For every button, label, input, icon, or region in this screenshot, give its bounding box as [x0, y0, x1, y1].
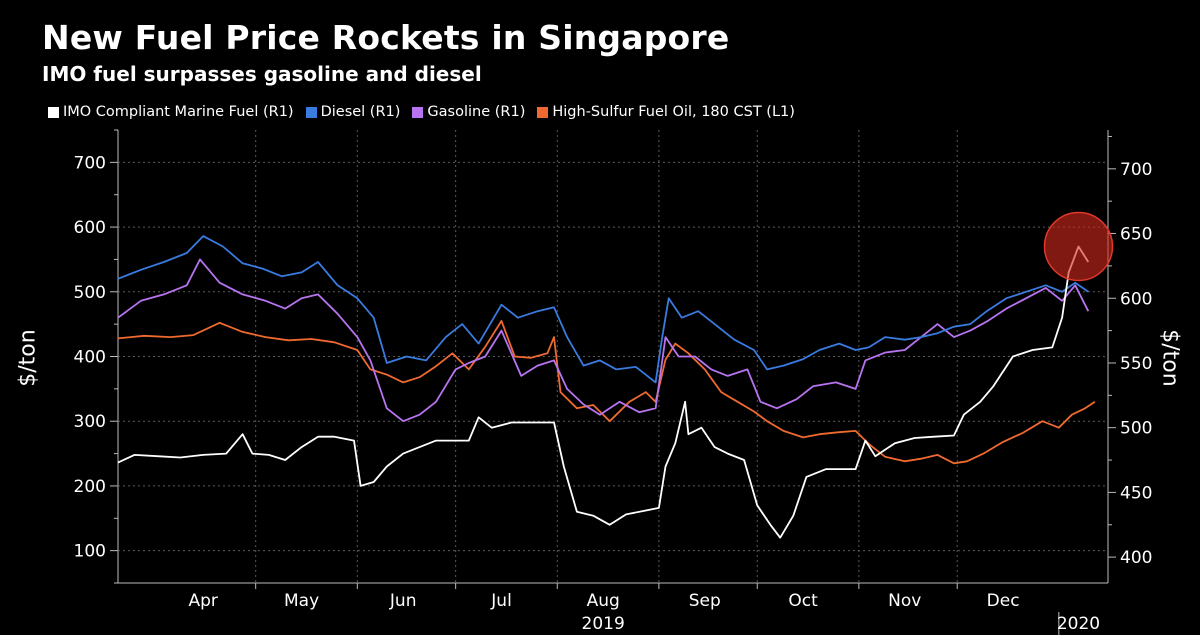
legend-label-diesel: Diesel (R1)	[320, 104, 401, 120]
legend-swatch-gasoline	[412, 106, 424, 118]
legend-swatch-hsfo	[537, 106, 549, 118]
series-line-imo	[117, 245, 1090, 539]
legend-item-diesel: Diesel (R1)	[305, 104, 401, 120]
y-tick-label-right: 450	[1120, 483, 1152, 503]
legend-swatch-diesel	[305, 106, 317, 118]
y-tick-label-left: 500	[74, 283, 106, 303]
legend-item-gasoline: Gasoline (R1)	[412, 104, 525, 120]
y-tick-label-right: 500	[1120, 419, 1152, 439]
legend: IMO Compliant Marine Fuel (R1) Diesel (R…	[48, 104, 795, 120]
x-tick-label: May	[284, 591, 319, 611]
legend-label-hsfo: High-Sulfur Fuel Oil, 180 CST (L1)	[552, 104, 795, 120]
y-tick-label-right: 550	[1120, 354, 1152, 374]
y-tick-label-right: 400	[1120, 548, 1152, 568]
y-tick-label-left: 700	[74, 153, 106, 173]
y-tick-label-left: 200	[74, 477, 106, 497]
x-tick-label: Apr	[189, 591, 218, 611]
x-tick-label: Dec	[987, 591, 1020, 611]
y-tick-label-left: 100	[74, 542, 106, 562]
y-tick-label-right: 600	[1120, 289, 1152, 309]
legend-swatch-imo	[48, 106, 59, 118]
year-label: 2020	[1057, 614, 1100, 634]
legend-label-gasoline: Gasoline (R1)	[427, 104, 526, 120]
series-line-gasoline	[117, 258, 1090, 423]
x-tick-label: Jun	[389, 591, 417, 611]
legend-item-hsfo: High-Sulfur Fuel Oil, 180 CST (L1)	[537, 104, 795, 120]
y-tick-label-left: 400	[74, 348, 106, 368]
y-tick-label-right: 650	[1120, 225, 1152, 245]
x-tick-label: Nov	[888, 591, 921, 611]
chart-title: New Fuel Price Rockets in Singapore	[42, 18, 730, 57]
year-label: 2019	[582, 614, 625, 634]
x-tick-label: Oct	[788, 591, 818, 611]
x-tick-label: Aug	[587, 591, 620, 611]
y-tick-label-left: 600	[74, 218, 106, 238]
legend-item-imo: IMO Compliant Marine Fuel (R1)	[48, 104, 294, 120]
series-line-diesel	[117, 235, 1089, 384]
chart-subtitle: IMO fuel surpasses gasoline and diesel	[42, 62, 482, 86]
x-tick-label: Sep	[689, 591, 721, 611]
y-tick-label-right: 700	[1120, 160, 1152, 180]
legend-label-imo: IMO Compliant Marine Fuel (R1)	[63, 104, 294, 120]
series-line-hsfo	[117, 320, 1096, 465]
x-tick-label: Jul	[490, 591, 512, 611]
highlight-circle	[1043, 211, 1114, 282]
y-tick-label-left: 300	[74, 412, 106, 432]
